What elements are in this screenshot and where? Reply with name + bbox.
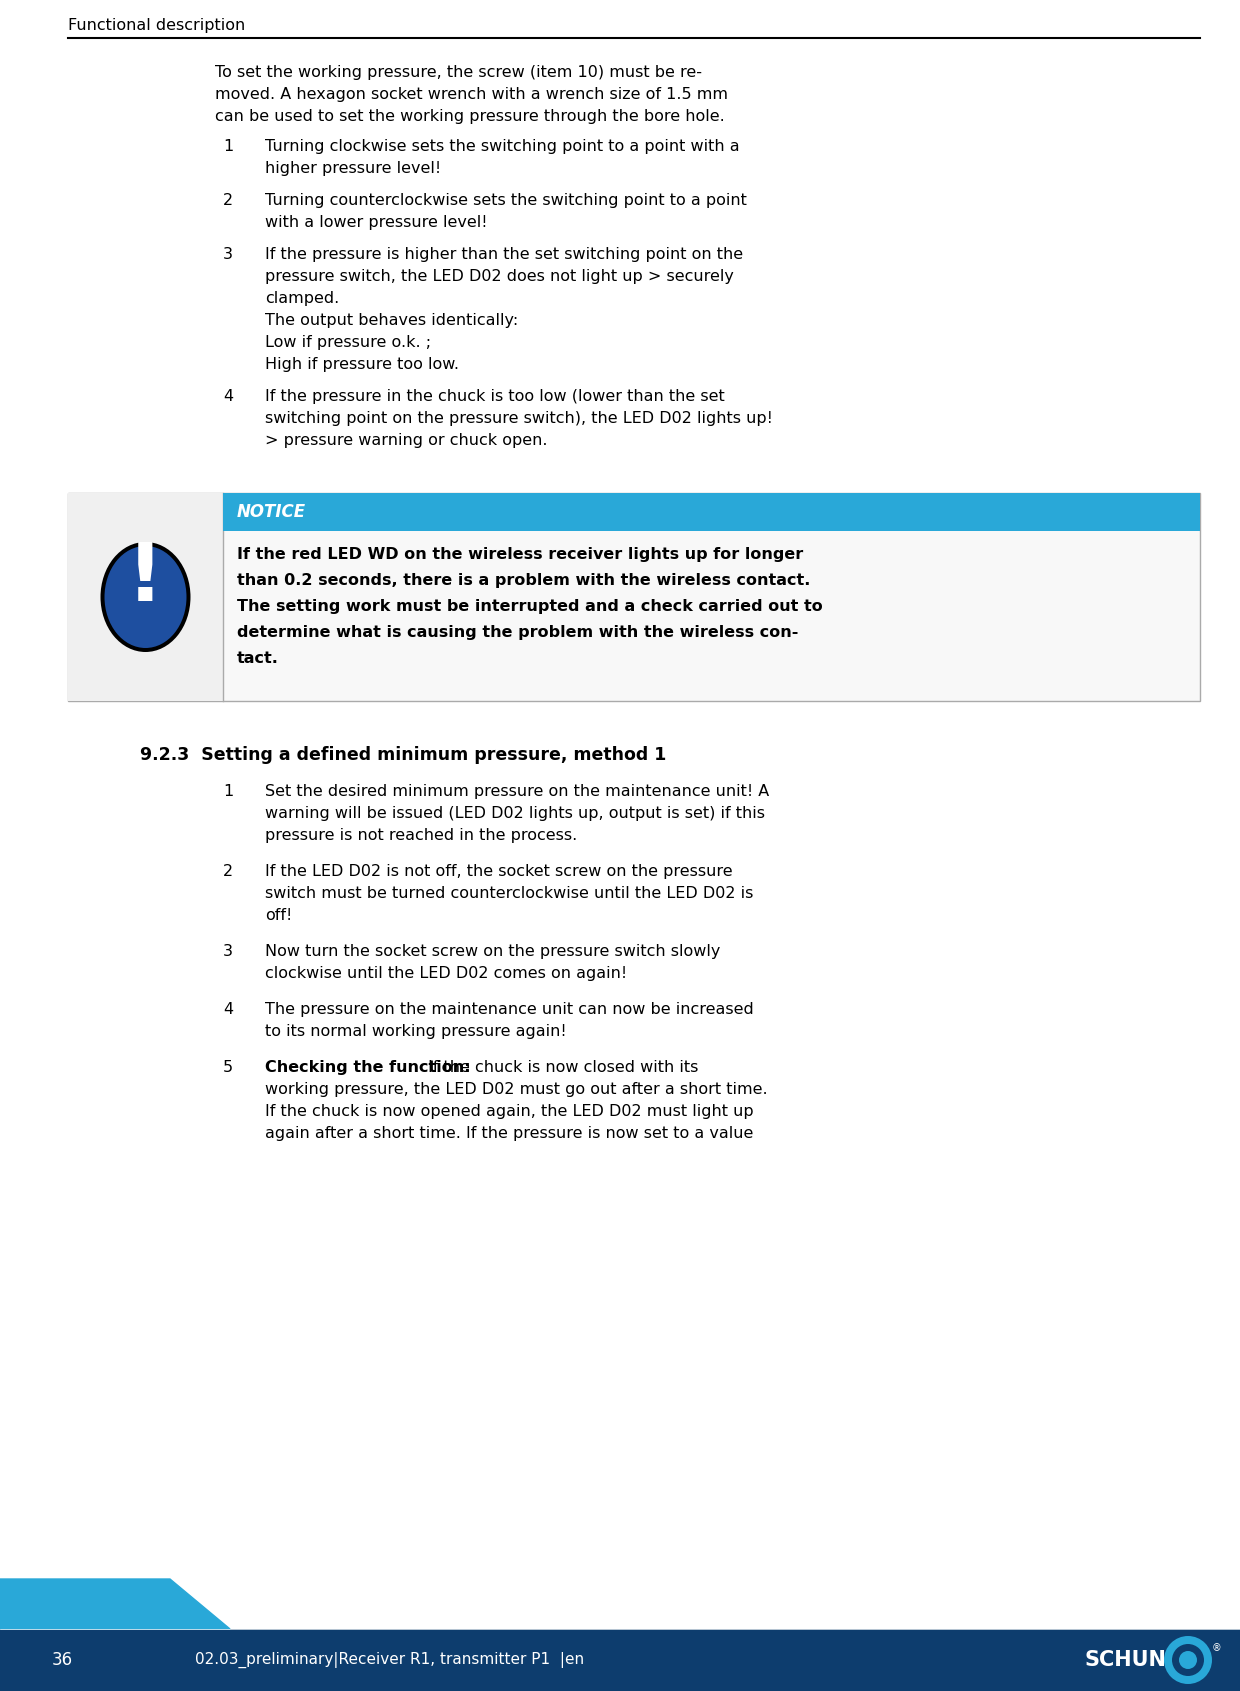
Circle shape [1164, 1635, 1211, 1684]
Text: High if pressure too low.: High if pressure too low. [265, 357, 459, 372]
Circle shape [1179, 1650, 1197, 1669]
Text: NOTICE: NOTICE [237, 502, 306, 521]
FancyBboxPatch shape [68, 494, 223, 702]
Text: 4: 4 [223, 1003, 233, 1016]
Text: 02.03_preliminary|Receiver R1, transmitter P1  |en: 02.03_preliminary|Receiver R1, transmitt… [195, 1652, 584, 1667]
Text: 36: 36 [52, 1650, 73, 1669]
Text: clamped.: clamped. [265, 291, 340, 306]
Text: determine what is causing the problem with the wireless con-: determine what is causing the problem wi… [237, 626, 799, 639]
Text: The pressure on the maintenance unit can now be increased: The pressure on the maintenance unit can… [265, 1003, 754, 1016]
Text: SCHUNK: SCHUNK [1085, 1650, 1183, 1671]
FancyBboxPatch shape [0, 1628, 1240, 1691]
Text: moved. A hexagon socket wrench with a wrench size of 1.5 mm: moved. A hexagon socket wrench with a wr… [215, 86, 728, 101]
Text: switch must be turned counterclockwise until the LED D02 is: switch must be turned counterclockwise u… [265, 886, 754, 901]
Text: Turning clockwise sets the switching point to a point with a: Turning clockwise sets the switching poi… [265, 139, 739, 154]
Text: Functional description: Functional description [68, 19, 246, 34]
Text: again after a short time. If the pressure is now set to a value: again after a short time. If the pressur… [265, 1126, 754, 1141]
Text: !: ! [128, 539, 164, 617]
Text: To set the working pressure, the screw (item 10) must be re-: To set the working pressure, the screw (… [215, 64, 702, 79]
Text: 2: 2 [223, 193, 233, 208]
Ellipse shape [104, 546, 186, 648]
Text: pressure is not reached in the process.: pressure is not reached in the process. [265, 829, 578, 844]
Text: can be used to set the working pressure through the bore hole.: can be used to set the working pressure … [215, 108, 724, 123]
Text: switching point on the pressure switch), the LED D02 lights up!: switching point on the pressure switch),… [265, 411, 773, 426]
Text: If the pressure is higher than the set switching point on the: If the pressure is higher than the set s… [265, 247, 743, 262]
Circle shape [1172, 1644, 1204, 1676]
Text: 9.2.3  Setting a defined minimum pressure, method 1: 9.2.3 Setting a defined minimum pressure… [140, 746, 666, 764]
Text: with a lower pressure level!: with a lower pressure level! [265, 215, 487, 230]
Text: 3: 3 [223, 944, 233, 959]
Text: Turning counterclockwise sets the switching point to a point: Turning counterclockwise sets the switch… [265, 193, 746, 208]
Text: If the chuck is now closed with its: If the chuck is now closed with its [428, 1060, 698, 1075]
Ellipse shape [100, 543, 191, 653]
Text: > pressure warning or chuck open.: > pressure warning or chuck open. [265, 433, 548, 448]
FancyBboxPatch shape [223, 494, 1200, 531]
Text: working pressure, the LED D02 must go out after a short time.: working pressure, the LED D02 must go ou… [265, 1082, 768, 1097]
Text: tact.: tact. [237, 651, 279, 666]
Text: The setting work must be interrupted and a check carried out to: The setting work must be interrupted and… [237, 599, 823, 614]
Text: If the pressure in the chuck is too low (lower than the set: If the pressure in the chuck is too low … [265, 389, 724, 404]
Text: ®: ® [1211, 1644, 1221, 1654]
Polygon shape [0, 1579, 229, 1628]
Text: clockwise until the LED D02 comes on again!: clockwise until the LED D02 comes on aga… [265, 966, 627, 981]
Text: Set the desired minimum pressure on the maintenance unit! A: Set the desired minimum pressure on the … [265, 785, 769, 800]
Text: Low if pressure o.k. ;: Low if pressure o.k. ; [265, 335, 432, 350]
Text: 4: 4 [223, 389, 233, 404]
Text: higher pressure level!: higher pressure level! [265, 161, 441, 176]
Text: Now turn the socket screw on the pressure switch slowly: Now turn the socket screw on the pressur… [265, 944, 720, 959]
Text: off!: off! [265, 908, 293, 923]
Text: Checking the function:: Checking the function: [265, 1060, 476, 1075]
Text: 1: 1 [223, 139, 233, 154]
Text: to its normal working pressure again!: to its normal working pressure again! [265, 1025, 567, 1038]
Text: 5: 5 [223, 1060, 233, 1075]
Text: than 0.2 seconds, there is a problem with the wireless contact.: than 0.2 seconds, there is a problem wit… [237, 573, 811, 588]
Text: 2: 2 [223, 864, 233, 879]
Text: pressure switch, the LED D02 does not light up > securely: pressure switch, the LED D02 does not li… [265, 269, 734, 284]
Text: If the LED D02 is not off, the socket screw on the pressure: If the LED D02 is not off, the socket sc… [265, 864, 733, 879]
Text: 1: 1 [223, 785, 233, 800]
Text: warning will be issued (LED D02 lights up, output is set) if this: warning will be issued (LED D02 lights u… [265, 807, 765, 822]
FancyBboxPatch shape [68, 494, 1200, 702]
Text: 3: 3 [223, 247, 233, 262]
Text: The output behaves identically:: The output behaves identically: [265, 313, 518, 328]
Text: If the chuck is now opened again, the LED D02 must light up: If the chuck is now opened again, the LE… [265, 1104, 754, 1119]
Text: If the red LED WD on the wireless receiver lights up for longer: If the red LED WD on the wireless receiv… [237, 546, 804, 561]
